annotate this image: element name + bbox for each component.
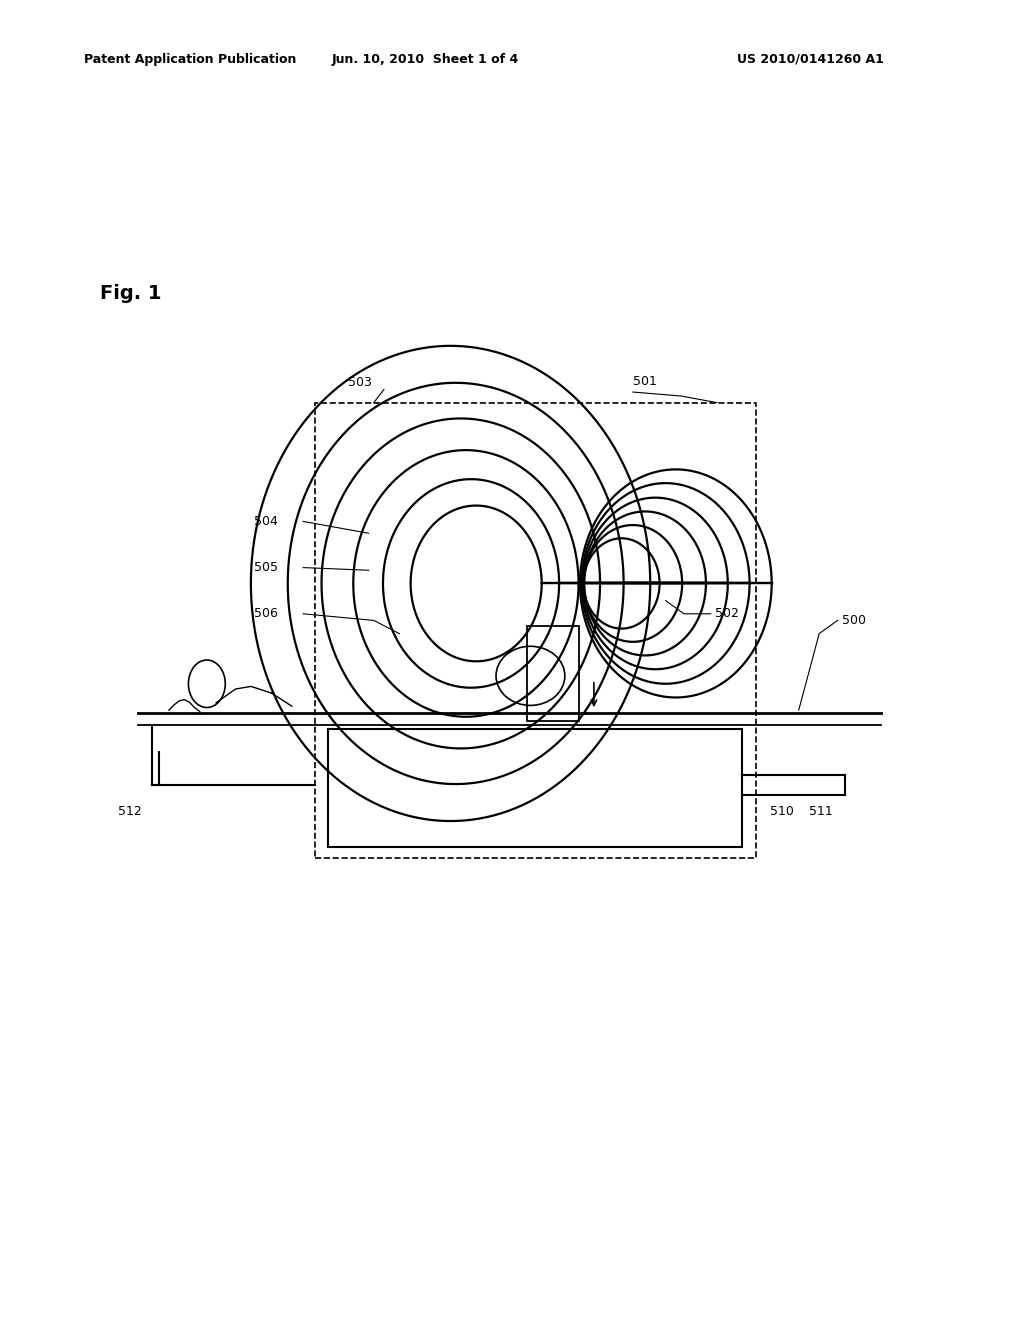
Text: 504: 504 — [254, 515, 278, 528]
Text: 500: 500 — [842, 614, 865, 627]
Text: US 2010/0141260 A1: US 2010/0141260 A1 — [737, 53, 884, 66]
Text: Jun. 10, 2010  Sheet 1 of 4: Jun. 10, 2010 Sheet 1 of 4 — [332, 53, 518, 66]
Text: 505: 505 — [254, 561, 278, 574]
Text: Fig. 1: Fig. 1 — [100, 284, 162, 302]
Text: 506: 506 — [254, 607, 278, 620]
Bar — [527, 626, 579, 721]
Text: 503: 503 — [348, 376, 372, 389]
Text: 511: 511 — [809, 805, 833, 818]
Bar — [315, 403, 756, 858]
Text: 501: 501 — [633, 375, 656, 388]
Text: 502: 502 — [715, 607, 738, 620]
Text: Patent Application Publication: Patent Application Publication — [84, 53, 296, 66]
Text: 512: 512 — [118, 805, 141, 818]
Text: 510: 510 — [770, 805, 794, 818]
